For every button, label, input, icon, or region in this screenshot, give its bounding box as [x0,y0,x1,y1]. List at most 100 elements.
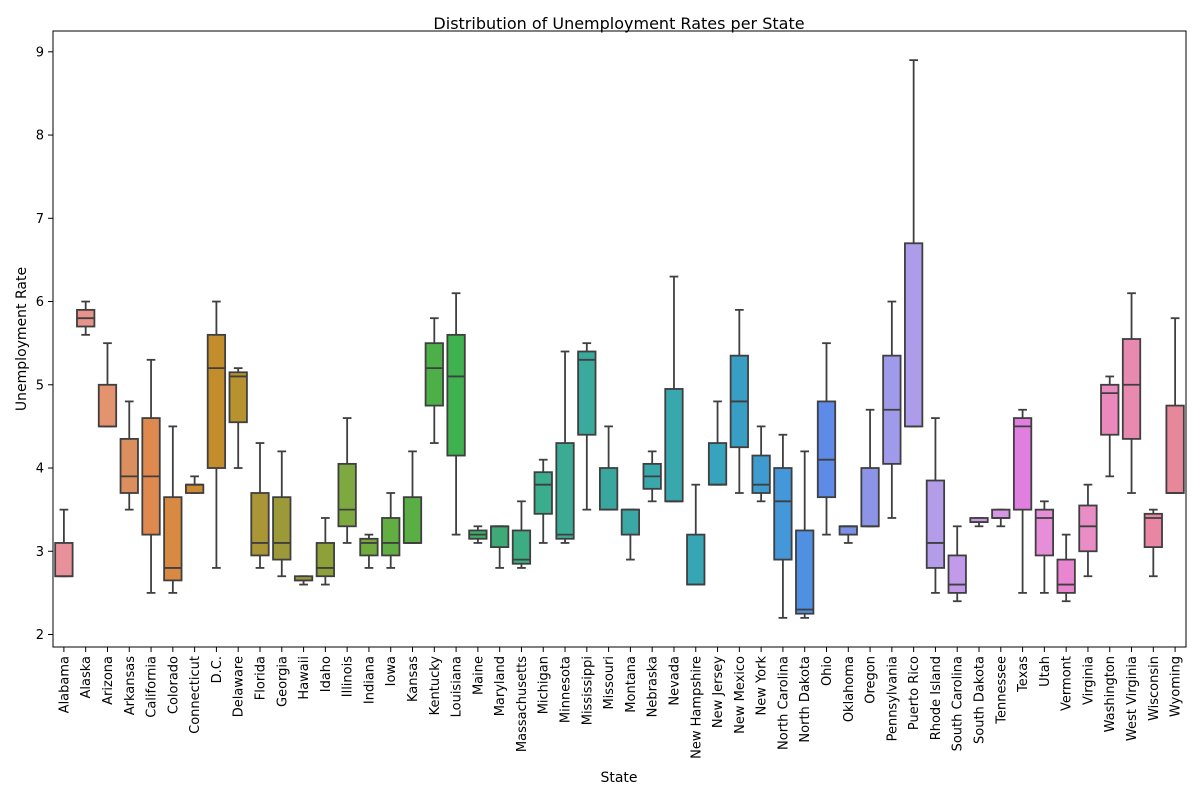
x-tick-label: Connecticut [188,656,203,734]
box-30 [707,400,728,486]
x-tick-label: Nebraska [646,656,661,717]
x-tick-label: Nevada [667,656,682,706]
box-4 [141,358,161,594]
box-48 [1100,375,1120,478]
x-tick-label: California [145,656,160,718]
box-17 [424,317,444,444]
box-iqr [250,492,270,557]
x-tick-label: Oklahoma [842,656,857,722]
x-tick-label: Vermont [1060,656,1075,711]
x-tick-label: Alabama [57,656,72,713]
box-28 [664,275,684,503]
box-47 [1078,483,1098,578]
box-iqr [424,342,444,407]
box-iqr [1012,417,1033,511]
box-40 [925,417,946,594]
box-2 [97,342,118,428]
x-tick-label: Tennessee [994,656,1009,725]
x-tick-label: New Mexico [733,656,748,734]
box-iqr [1121,338,1142,440]
box-iqr [751,454,771,494]
x-tick-label: Arizona [101,656,116,705]
x-tick-label: Indiana [362,656,377,704]
box-45 [1034,500,1054,594]
box-iqr [555,442,575,540]
box-37 [860,408,880,528]
box-19 [468,525,488,544]
x-tick-label: Alaska [79,656,94,699]
y-axis-title: Unemployment Rate [14,267,30,411]
box-20 [490,525,510,569]
y-tick-label: 8 [36,129,44,144]
plot-frame [52,30,1187,648]
y-tick-label: 5 [36,378,44,393]
box-51 [1165,317,1185,494]
box-iqr [97,383,118,428]
box-iqr [795,529,815,615]
box-15 [381,492,401,569]
box-iqr [947,554,967,594]
y-tick-label: 9 [36,45,44,60]
x-tick-label: North Carolina [776,656,791,750]
box-3 [119,400,139,511]
box-iqr [272,496,292,561]
box-iqr [925,479,946,569]
box-35 [816,342,837,536]
box-50 [1143,508,1163,578]
y-tick-label: 2 [36,628,44,643]
box-10 [272,450,292,578]
x-tick-label: Mississippi [580,656,595,725]
box-iqr [206,333,227,469]
x-tick-label: Texas [1016,656,1031,693]
chart-title: Distribution of Unemployment Rates per S… [433,14,804,33]
box-iqr [1034,508,1054,557]
box-12 [315,517,335,586]
x-tick-label: Illinois [341,656,356,697]
box-23 [555,350,575,544]
box-iqr [359,537,379,557]
x-tick-label: Maryland [493,656,508,716]
box-iqr [904,242,924,428]
box-iqr [119,437,139,494]
box-iqr [511,529,532,565]
y-tick-label: 6 [36,295,44,310]
box-iqr [686,533,706,586]
box-iqr [337,462,357,528]
box-26 [620,508,641,561]
x-tick-label: Michigan [537,656,552,714]
x-tick-label: Kansas [406,656,421,702]
box-iqr [620,508,641,536]
box-36 [838,525,858,544]
box-iqr [185,483,205,494]
box-iqr [773,467,793,561]
x-tick-label: Ohio [820,656,835,686]
plot-area [54,59,1185,619]
box-iqr [163,496,183,582]
box-25 [598,425,619,511]
x-tick-label: Washington [1103,656,1118,732]
box-6 [185,475,205,494]
box-iqr [228,371,248,424]
box-iqr [446,333,466,457]
box-iqr [577,350,597,436]
x-tick-label: West Virginia [1125,656,1140,741]
box-iqr [402,496,423,544]
box-8 [228,367,248,469]
box-38 [882,300,902,519]
box-29 [686,483,706,586]
box-iqr [1165,404,1185,494]
box-iqr [664,388,684,503]
box-13 [337,417,357,544]
x-tick-label: Wyoming [1169,656,1184,717]
y-axis: 2 3 4 5 6 7 8 9 [36,45,53,643]
x-tick-label: Louisiana [450,656,465,717]
box-44 [1012,408,1033,594]
box-24 [577,342,597,511]
box-iqr [1078,504,1098,553]
x-tick-label: Hawaii [297,656,312,700]
x-tick-label: New York [755,656,770,716]
box-1 [76,300,96,336]
box-iqr [381,517,401,557]
box-11 [293,575,314,586]
x-tick-label: Puerto Rico [907,656,922,730]
